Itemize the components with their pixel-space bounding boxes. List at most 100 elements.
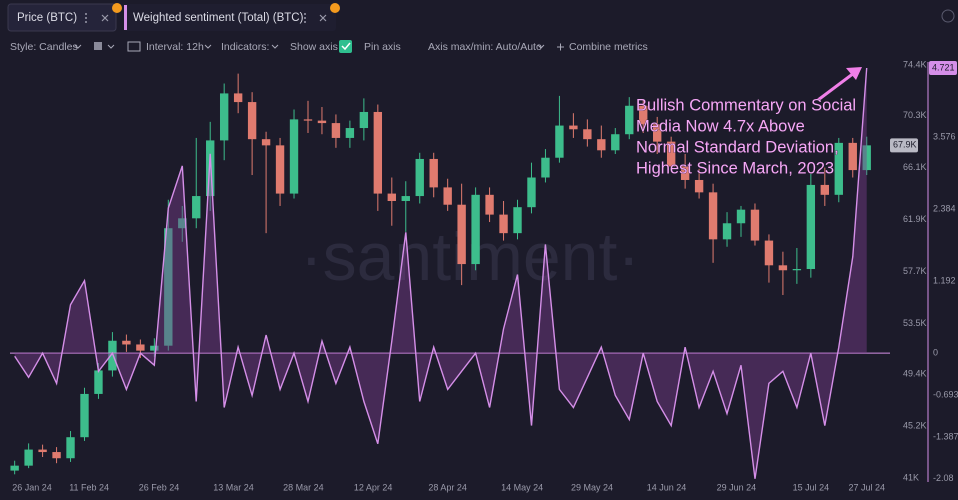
candle-body bbox=[401, 196, 410, 202]
candle-body bbox=[555, 125, 564, 158]
sentiment-tag bbox=[929, 60, 957, 75]
y2-tick-label: 3.576 bbox=[933, 132, 956, 142]
show-axis-checkbox[interactable] bbox=[339, 40, 352, 53]
candle-body bbox=[415, 158, 424, 197]
candle-body bbox=[24, 449, 33, 466]
candle-body bbox=[778, 265, 788, 271]
candle-body bbox=[680, 166, 690, 180]
candle-body bbox=[359, 111, 369, 129]
candle-body bbox=[38, 449, 47, 453]
btc-badge bbox=[112, 3, 122, 13]
settings-icon[interactable] bbox=[941, 9, 955, 23]
candle-body bbox=[66, 437, 75, 459]
tab-label: Price (BTC) bbox=[17, 12, 77, 24]
y2-tick-label: 2.384 bbox=[933, 204, 956, 214]
tab-sentiment[interactable]: Weighted sentiment (Total) (BTC) bbox=[124, 3, 340, 31]
annotation-line: Media Now 4.7x Above bbox=[636, 117, 805, 135]
tab-label: Weighted sentiment (Total) (BTC) bbox=[133, 12, 304, 24]
price-tag-label: 67.9K bbox=[893, 140, 917, 150]
x-tick-label: 12 Apr 24 bbox=[354, 482, 393, 492]
indicators-select[interactable]: Indicators: bbox=[221, 41, 269, 53]
candle-body bbox=[653, 124, 662, 142]
menu-dot bbox=[304, 17, 306, 19]
candle-body bbox=[136, 344, 145, 351]
y-tick-label: 53.5K bbox=[903, 318, 927, 328]
plot: 74.4K 70.3K 66.1K 61.9K 57.7K 53.5K 49.4K 45.2K… bbox=[10, 59, 958, 492]
watermark: ·santiment· bbox=[300, 219, 640, 295]
color-swatch[interactable] bbox=[94, 42, 102, 50]
y-tick-label: 41K bbox=[903, 472, 919, 482]
candle-body bbox=[261, 139, 271, 146]
candle-body bbox=[108, 340, 117, 371]
close-icon[interactable] bbox=[101, 14, 109, 22]
x-tick-label: 14 Jun 24 bbox=[647, 482, 687, 492]
close-icon[interactable] bbox=[319, 14, 327, 22]
candle-body bbox=[708, 192, 718, 240]
price-tag bbox=[890, 138, 918, 153]
candle-body bbox=[694, 179, 704, 193]
candle-body bbox=[331, 123, 341, 138]
candle-body bbox=[611, 134, 620, 151]
chevron bbox=[74, 44, 82, 49]
candle-body bbox=[233, 93, 243, 103]
y2-tick-label: -2.08 bbox=[933, 473, 954, 483]
candle-body bbox=[541, 157, 550, 178]
candle-body bbox=[150, 345, 159, 351]
menu-dot bbox=[85, 13, 87, 15]
sentiment-tag-label: 4.721 bbox=[932, 62, 955, 72]
candle-body bbox=[345, 128, 355, 138]
candle-body bbox=[247, 102, 257, 140]
x-tick-label: 27 Jul 24 bbox=[848, 482, 885, 492]
annotation-line: Normal Standard Deviation, bbox=[636, 138, 839, 156]
x-tick-label: 29 May 24 bbox=[571, 482, 613, 492]
candle-body bbox=[666, 141, 676, 167]
interval-select[interactable]: Interval: 12h bbox=[146, 41, 204, 53]
check-mark bbox=[341, 42, 351, 51]
tab-color-bar bbox=[124, 5, 127, 30]
annotation-arrow bbox=[817, 68, 859, 102]
candle-body bbox=[471, 194, 480, 265]
x-tick-label: 15 Jul 24 bbox=[793, 482, 830, 492]
candle-body bbox=[848, 142, 857, 171]
candle-body bbox=[820, 184, 830, 195]
tab-price[interactable]: Price (BTC) bbox=[7, 3, 122, 32]
interval-icon bbox=[127, 41, 141, 52]
y-tick-label: 45.2K bbox=[903, 420, 927, 430]
x-tick-label: 28 Apr 24 bbox=[428, 482, 467, 492]
candle-body bbox=[597, 139, 606, 151]
candle-body bbox=[764, 240, 774, 266]
x-tick-label: 14 May 24 bbox=[501, 482, 543, 492]
btc-badge bbox=[330, 3, 340, 13]
candle-body bbox=[219, 93, 229, 141]
candle-body bbox=[639, 105, 648, 125]
tab-frame bbox=[124, 4, 336, 31]
candle-body bbox=[736, 209, 746, 224]
y-tick-label: 70.3K bbox=[903, 110, 927, 120]
candle-body bbox=[10, 465, 19, 471]
x-tick-label: 29 Jun 24 bbox=[717, 482, 757, 492]
combine-metrics[interactable]: Combine metrics bbox=[569, 41, 648, 53]
axis-range-select[interactable]: Axis max/min: Auto/Auto bbox=[428, 41, 542, 53]
menu-dot bbox=[304, 21, 306, 23]
menu-dot bbox=[304, 13, 306, 15]
y-tick-label: 61.9K bbox=[903, 214, 927, 224]
candle-body bbox=[164, 228, 173, 346]
candle-body bbox=[317, 120, 327, 124]
candle-body bbox=[192, 196, 201, 219]
y2-tick-label: -1.387 bbox=[933, 431, 958, 441]
candle-body bbox=[499, 214, 508, 234]
candle-body bbox=[527, 177, 536, 208]
candle-body bbox=[178, 218, 187, 229]
chevron bbox=[537, 44, 545, 49]
y-tick-label: 57.7K bbox=[903, 266, 927, 276]
candle-body bbox=[373, 111, 383, 194]
y2-tick-label: 1.192 bbox=[933, 276, 956, 286]
candle-body bbox=[722, 223, 732, 240]
menu-dot bbox=[85, 21, 87, 23]
pin-axis-label[interactable]: Pin axis bbox=[364, 41, 401, 53]
y-tick-label: 74.4K bbox=[903, 59, 927, 69]
candle-body bbox=[443, 187, 452, 205]
show-axis-label: Show axis bbox=[290, 41, 338, 53]
annotation-line: Bullish Commentary on Social bbox=[636, 96, 856, 114]
style-select[interactable]: Style: Candles bbox=[10, 41, 78, 53]
